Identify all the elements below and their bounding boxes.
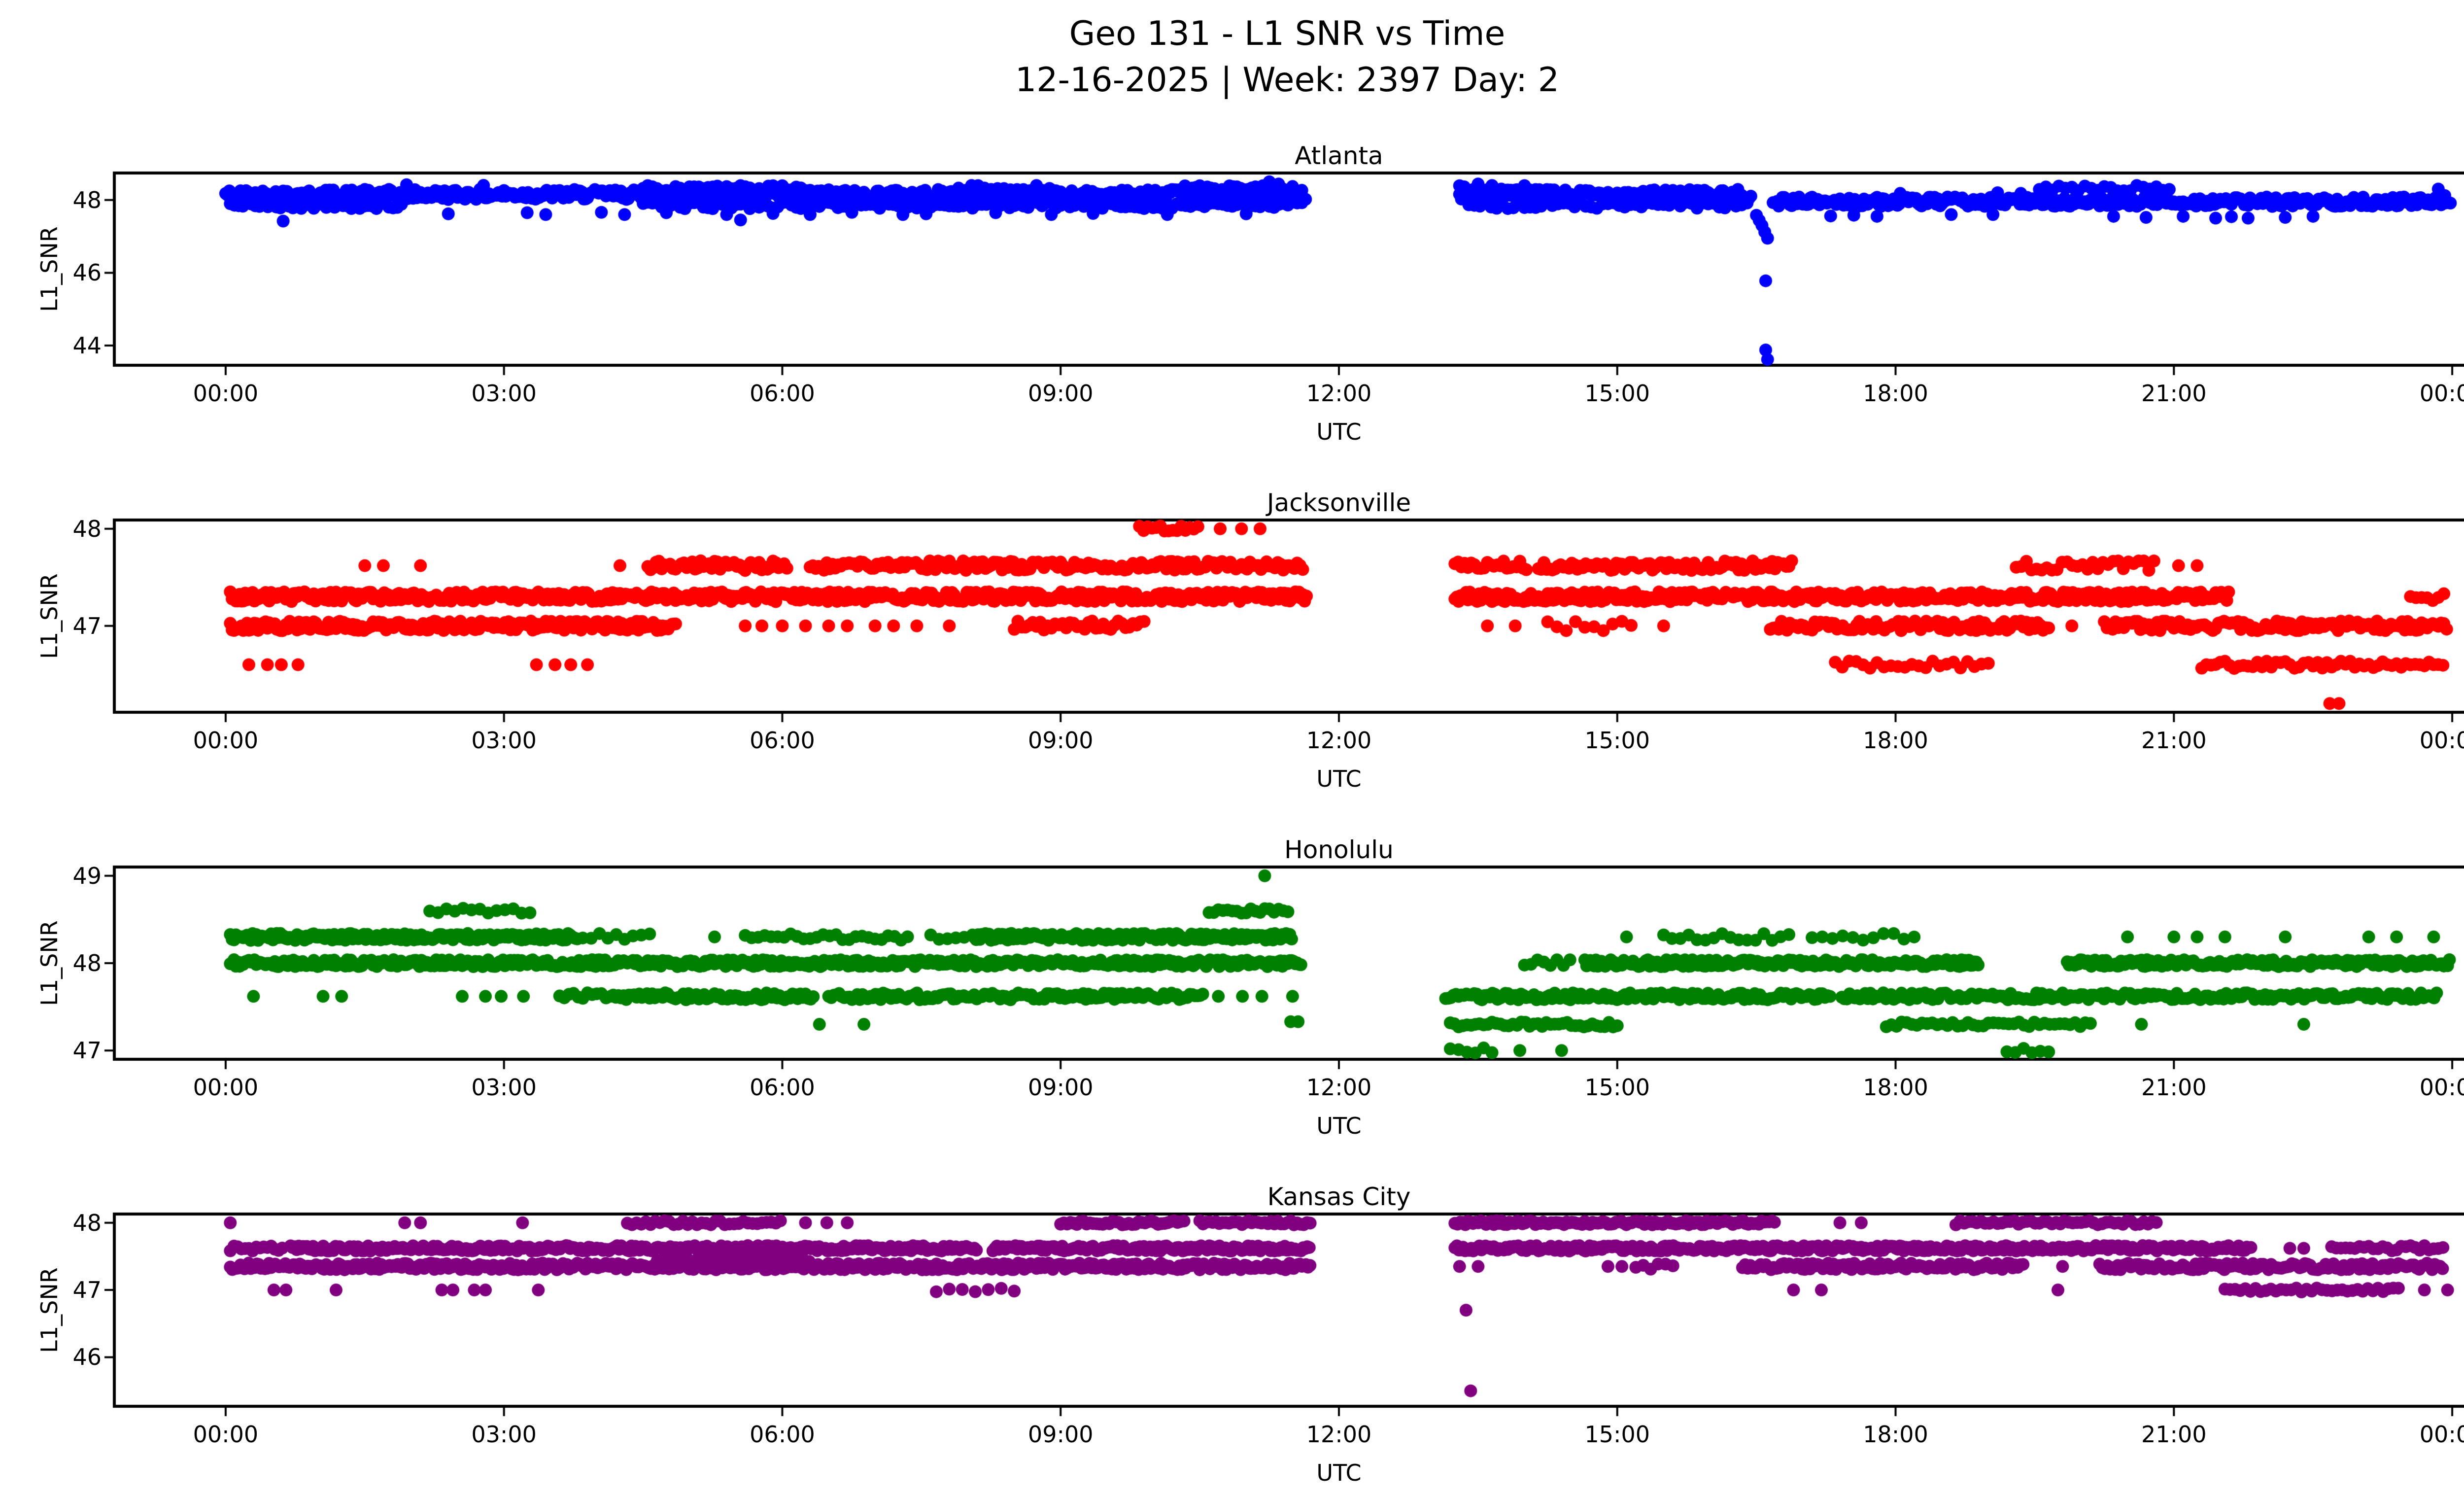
subplot-title-honolulu: Honolulu [1284,835,1394,864]
x-tick-label: 06:00 [750,1074,815,1101]
x-tick-label: 15:00 [1584,1421,1650,1448]
x-axis-label: UTC [1316,765,1362,792]
y-axis-label: L1_SNR [36,1267,63,1353]
x-tick-label: 03:00 [471,727,537,754]
x-tick-label: 09:00 [1027,1421,1094,1448]
x-tick-label: 18:00 [1863,727,1928,754]
x-tick-label: 03:00 [471,380,537,407]
x-tick-label: 00:00 [2419,1074,2464,1101]
y-tick-label: 46 [72,1344,102,1371]
x-tick-label: 18:00 [1863,1074,1928,1101]
subplot-title-kansas-city: Kansas City [1267,1182,1411,1211]
x-tick-label: 09:00 [1027,727,1094,754]
y-tick-label: 47 [72,612,102,639]
x-axis-label: UTC [1316,1113,1362,1139]
x-tick-label: 00:00 [2419,727,2464,754]
subplot-title-jacksonville: Jacksonville [1266,488,1411,517]
x-tick-label: 03:00 [471,1074,537,1101]
x-tick-label: 18:00 [1863,380,1928,407]
x-tick-label: 21:00 [2141,1421,2207,1448]
x-tick-label: 00:00 [193,380,259,407]
y-tick-label: 48 [72,1209,102,1236]
y-tick-label: 44 [72,332,102,359]
x-tick-label: 12:00 [1306,1074,1372,1101]
x-tick-label: 00:00 [193,727,259,754]
y-tick-label: 47 [72,1277,102,1304]
y-tick-label: 48 [72,515,102,542]
y-tick-label: 48 [72,186,102,213]
x-tick-label: 06:00 [750,380,815,407]
x-tick-label: 15:00 [1584,380,1650,407]
y-tick-label: 49 [72,862,102,889]
y-tick-label: 48 [72,950,102,976]
x-tick-label: 06:00 [750,1421,815,1448]
x-tick-label: 00:00 [2419,380,2464,407]
x-tick-label: 21:00 [2141,380,2207,407]
x-tick-label: 03:00 [471,1421,537,1448]
x-tick-label: 21:00 [2141,727,2207,754]
x-tick-label: 09:00 [1027,1074,1094,1101]
x-tick-label: 12:00 [1306,380,1372,407]
y-axis-label: L1_SNR [36,226,63,312]
y-tick-label: 46 [72,259,102,286]
figure-title-line1: Geo 131 - L1 SNR vs Time [1069,14,1506,53]
x-tick-label: 00:00 [193,1421,259,1448]
x-tick-label: 00:00 [193,1074,259,1101]
x-tick-label: 21:00 [2141,1074,2207,1101]
x-axis-label: UTC [1316,1460,1362,1486]
x-tick-label: 15:00 [1584,727,1650,754]
figure-title-line2: 12-16-2025 | Week: 2397 Day: 2 [1015,60,1559,100]
x-tick-label: 15:00 [1584,1074,1650,1101]
x-tick-label: 06:00 [750,727,815,754]
x-tick-label: 12:00 [1306,1421,1372,1448]
x-tick-label: 00:00 [2419,1421,2464,1448]
y-tick-label: 47 [72,1037,102,1064]
x-axis-label: UTC [1316,418,1362,445]
x-tick-label: 18:00 [1863,1421,1928,1448]
x-tick-label: 12:00 [1306,727,1372,754]
figure-title: Geo 131 - L1 SNR vs Time 12-16-2025 | We… [1015,11,1559,104]
x-tick-label: 09:00 [1027,380,1094,407]
y-axis-label: L1_SNR [36,920,63,1006]
subplot-title-atlanta: Atlanta [1295,141,1383,170]
y-axis-label: L1_SNR [36,573,63,659]
